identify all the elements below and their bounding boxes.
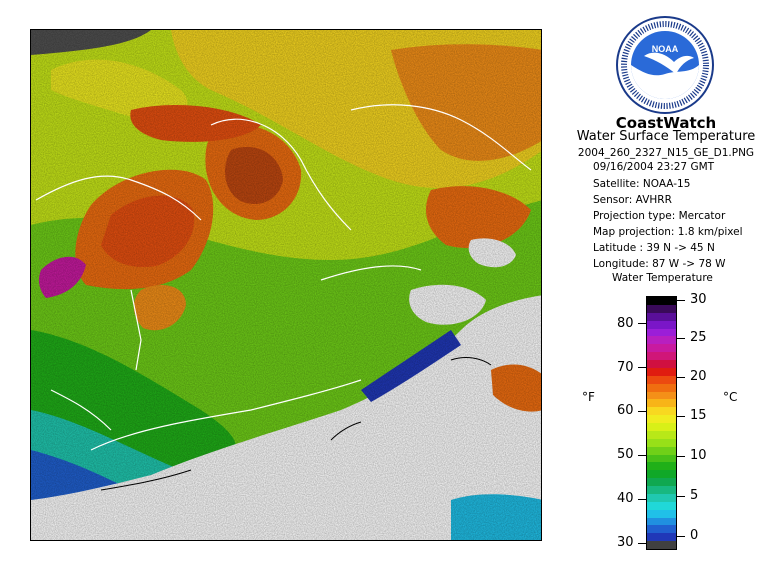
color-bar-swatch <box>647 438 676 447</box>
color-bar-swatch <box>647 304 676 313</box>
celsius-tick <box>677 377 685 378</box>
color-bar-swatch <box>647 328 676 337</box>
color-bar-swatch <box>647 360 676 368</box>
meta-datetime: 09/16/2004 23:27 GMT <box>593 161 715 173</box>
color-bar-swatch <box>647 509 676 518</box>
color-bar-swatch <box>647 367 676 376</box>
fahrenheit-tick <box>638 411 646 412</box>
color-bar-swatch <box>647 541 676 549</box>
fahrenheit-tick-label: 70 <box>617 360 634 375</box>
color-bar-swatch <box>647 454 676 463</box>
meta-satellite: Satellite: NOAA-15 <box>593 178 691 190</box>
celsius-tick <box>677 456 685 457</box>
legend-title: Water Temperature <box>612 272 713 284</box>
color-bar-swatch <box>647 391 676 400</box>
celsius-tick <box>677 416 685 417</box>
fahrenheit-tick-label: 40 <box>617 491 634 506</box>
meta-map-projection: Map projection: 1.8 km/pixel <box>593 226 743 238</box>
color-bar-swatch <box>647 336 676 345</box>
color-bar-swatch <box>647 501 676 510</box>
color-bar-swatch <box>647 493 676 502</box>
meta-longitude: Longitude: 87 W -> 78 W <box>593 258 726 270</box>
color-bar-swatch <box>647 352 676 360</box>
celsius-tick-label: 10 <box>690 448 707 463</box>
color-bar-swatch <box>647 399 676 408</box>
color-bar-swatch <box>647 486 676 494</box>
color-bar-swatch <box>647 525 676 534</box>
color-bar-swatch <box>647 470 676 479</box>
color-bar-swatch <box>647 320 676 329</box>
fahrenheit-tick-label: 60 <box>617 403 634 418</box>
color-bar-swatch <box>647 383 676 392</box>
logo-text: NOAA <box>652 44 679 54</box>
fahrenheit-tick <box>638 499 646 500</box>
celsius-tick <box>677 338 685 339</box>
celsius-tick-label: 25 <box>690 330 707 345</box>
celsius-tick <box>677 300 685 301</box>
color-bar-swatch <box>647 462 676 471</box>
color-bar-swatch <box>647 344 676 353</box>
temperature-color-bar <box>646 296 677 550</box>
color-bar-swatch <box>647 430 676 439</box>
celsius-tick-label: 30 <box>690 292 707 307</box>
fahrenheit-tick <box>638 323 646 324</box>
fahrenheit-tick <box>638 455 646 456</box>
noaa-logo: NOAA <box>614 14 716 116</box>
color-bar-swatch <box>647 446 676 455</box>
celsius-unit: °C <box>723 390 738 404</box>
color-bar-swatch <box>647 375 676 384</box>
color-bar-swatch <box>647 517 676 526</box>
fahrenheit-tick <box>638 367 646 368</box>
product-subtitle: Water Surface Temperature <box>576 129 756 144</box>
celsius-tick-label: 5 <box>690 488 699 503</box>
fahrenheit-tick-label: 50 <box>617 447 634 462</box>
celsius-tick-label: 20 <box>690 369 707 384</box>
product-title: CoastWatch <box>615 114 717 132</box>
celsius-tick-label: 15 <box>690 408 707 423</box>
meta-projection-type: Projection type: Mercator <box>593 210 726 222</box>
fahrenheit-unit: °F <box>582 390 595 404</box>
fahrenheit-tick <box>638 543 646 544</box>
color-bar-swatch <box>647 407 676 416</box>
fahrenheit-tick-label: 80 <box>617 316 634 331</box>
color-bar-swatch <box>647 297 676 305</box>
file-name: 2004_260_2327_N15_GE_D1.PNG <box>577 147 755 159</box>
fahrenheit-tick-label: 30 <box>617 535 634 550</box>
color-bar-swatch <box>647 415 676 423</box>
celsius-tick <box>677 496 685 497</box>
color-bar-swatch <box>647 423 676 431</box>
color-bar-swatch <box>647 312 676 321</box>
celsius-tick <box>677 536 685 537</box>
celsius-tick-label: 0 <box>690 528 699 543</box>
meta-sensor: Sensor: AVHRR <box>593 194 672 206</box>
meta-latitude: Latitude : 39 N -> 45 N <box>593 242 715 254</box>
color-bar-swatch <box>647 478 676 486</box>
sea-surface-temperature-map <box>30 29 542 541</box>
color-bar-swatch <box>647 533 676 542</box>
